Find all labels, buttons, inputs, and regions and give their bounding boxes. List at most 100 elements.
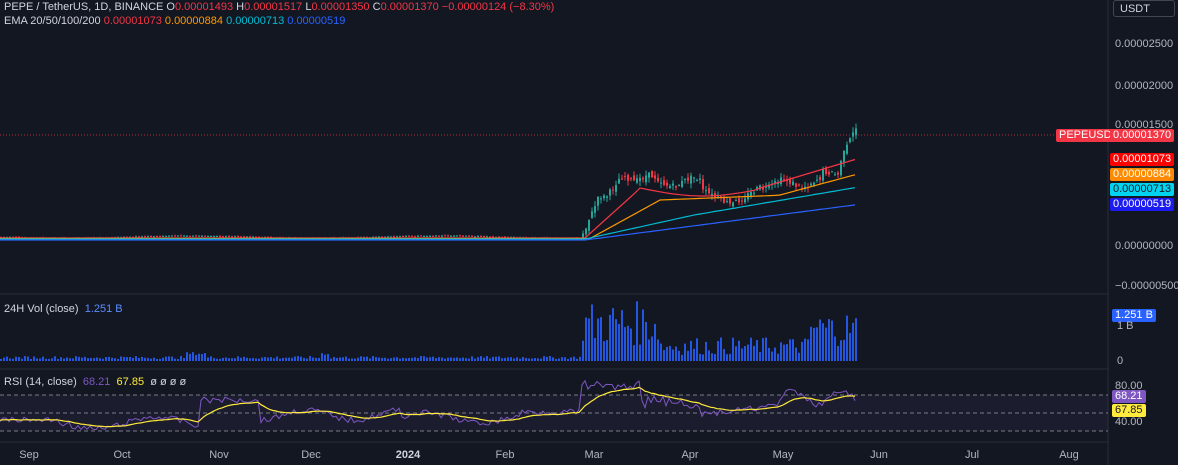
volume-bar (849, 332, 851, 361)
candle-body (660, 182, 662, 184)
candle-body (393, 236, 395, 238)
volume-bar (297, 356, 299, 361)
currency-button[interactable]: USDT (1113, 0, 1175, 17)
candle-body (222, 236, 224, 238)
volume-bar (633, 345, 635, 361)
price-tick: 0.00000000 (1115, 240, 1174, 252)
volume-bar (549, 356, 551, 361)
price-tick: 0.00001500 (1115, 119, 1174, 131)
volume-bar (177, 358, 179, 361)
candle-body (411, 235, 413, 237)
candle-body (435, 235, 437, 237)
candle-body (402, 236, 404, 238)
volume-bar (627, 325, 629, 361)
candle-body (636, 178, 638, 183)
candle-body (228, 235, 230, 237)
volume-tick: 0 (1117, 355, 1124, 367)
ema50-line (0, 174, 856, 240)
volume-legend[interactable]: 24H Vol (close) 1.251 B (4, 302, 123, 316)
volume-bar (393, 357, 395, 361)
candle-body (729, 198, 731, 204)
time-axis-label: Jul (964, 449, 980, 461)
volume-bar (315, 357, 317, 361)
volume-bar (96, 357, 98, 361)
volume-bar (705, 341, 707, 361)
candle-body (243, 236, 245, 238)
volume-bar (12, 358, 14, 361)
ema20-tag: 0.00001073 (1110, 153, 1175, 166)
volume-bar (684, 343, 686, 361)
volume-bar (762, 338, 764, 361)
volume-bar (837, 345, 839, 361)
volume-bar (48, 358, 50, 361)
volume-bar (639, 344, 641, 361)
volume-bar (738, 340, 740, 361)
candle-body (855, 128, 857, 136)
volume-bar (99, 358, 101, 361)
volume-bar (519, 358, 521, 361)
price-tick: 0.00002500 (1115, 38, 1174, 50)
volume-bar (384, 357, 386, 361)
volume-bar (735, 346, 737, 361)
volume-bar (411, 357, 413, 361)
candle-body (681, 181, 683, 187)
volume-bar (276, 356, 278, 361)
rsi-legend[interactable]: RSI (14, close) 68.21 67.85 ø ø ø ø (4, 375, 186, 389)
volume-bar (807, 339, 809, 361)
volume-bar (834, 336, 836, 361)
volume-bar (789, 339, 791, 361)
rsi-line (0, 379, 856, 431)
volume-bar (354, 358, 356, 361)
volume-bar (516, 357, 518, 361)
volume-bar (345, 356, 347, 361)
volume-bar (522, 357, 524, 361)
volume-bar (810, 326, 812, 361)
candle-body (192, 235, 194, 237)
close-label: C (372, 1, 381, 13)
candle-body (654, 175, 656, 179)
volume-bar (111, 357, 113, 361)
ema100-tag: 0.00000713 (1110, 183, 1175, 196)
volume-bar (378, 357, 380, 361)
candle-body (408, 235, 410, 237)
volume-bar (675, 346, 677, 361)
volume-bar (174, 358, 176, 361)
volume-bar (381, 357, 383, 361)
candle-body (198, 235, 200, 237)
volume-bar (804, 338, 806, 361)
volume-bar (123, 356, 125, 361)
volume-bar (285, 357, 287, 361)
volume-bar (432, 356, 434, 361)
volume-bar (720, 337, 722, 361)
candle-body (591, 211, 593, 218)
volume-bar (342, 357, 344, 361)
candle-body (774, 181, 776, 184)
candle-body (156, 236, 158, 238)
rsi-tick: 40.00 (1115, 416, 1143, 428)
candle-body (381, 236, 383, 238)
volume-bar (171, 356, 173, 361)
volume-bar (222, 357, 224, 361)
volume-bar (711, 353, 713, 361)
volume-bar (258, 358, 260, 361)
candle-body (741, 200, 743, 202)
volume-bar (714, 353, 716, 361)
candle-body (174, 235, 176, 237)
volume-bar (813, 327, 815, 361)
candle-body (690, 175, 692, 184)
volume-bar (660, 343, 662, 361)
volume-bar (45, 358, 47, 361)
ema-legend[interactable]: EMA 20/50/100/200 0.00001073 0.00000884 … (4, 14, 345, 28)
volume-bar (24, 356, 26, 361)
time-axis-label: Aug (1059, 449, 1079, 461)
volume-bar (438, 357, 440, 361)
candle-body (786, 179, 788, 182)
volume-bar (282, 357, 284, 361)
volume-bar (135, 356, 137, 361)
candle-body (456, 235, 458, 237)
candle-body (141, 236, 143, 238)
rsi-value: 68.21 (82, 376, 111, 388)
candle-body (447, 235, 449, 237)
volume-bar (591, 304, 593, 361)
